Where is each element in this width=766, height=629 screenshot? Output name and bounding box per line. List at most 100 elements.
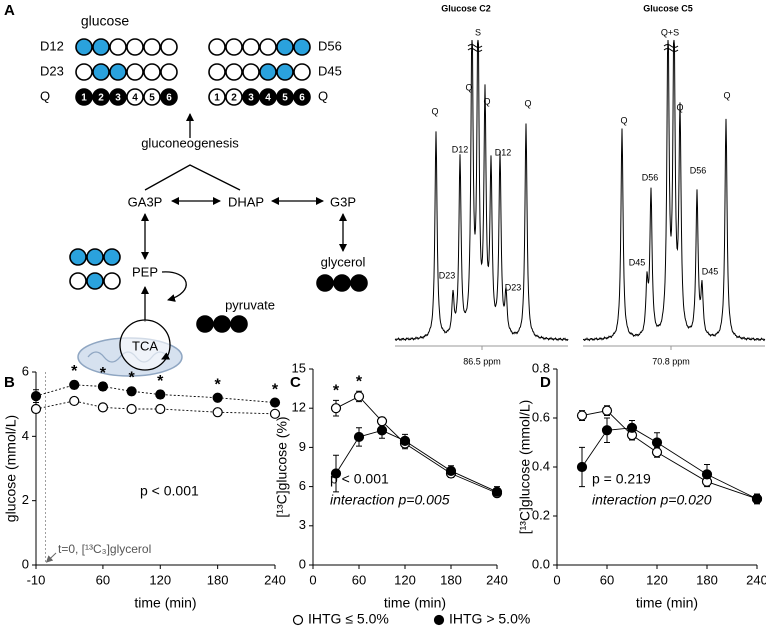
peak-label: Q	[483, 96, 490, 106]
legend-marker	[433, 614, 445, 626]
carbon	[75, 63, 93, 81]
carbon	[242, 38, 260, 56]
carbon	[92, 88, 110, 106]
carbon	[160, 63, 178, 81]
carbon	[259, 88, 277, 106]
carbon	[126, 88, 144, 106]
carbon	[109, 63, 127, 81]
carbon	[213, 315, 231, 333]
isotopomer-label: Q	[40, 88, 50, 103]
peak-label: Q	[620, 115, 627, 125]
carbon-number: 6	[299, 93, 305, 104]
carbon	[160, 88, 178, 106]
carbon	[69, 272, 87, 290]
significance-star: *	[333, 383, 340, 400]
y-tick-label: 6	[22, 363, 29, 378]
carbon	[225, 88, 243, 106]
annotation: p < 0.001	[140, 483, 199, 499]
x-tick-label: 0	[553, 572, 560, 587]
y-tick-label: 4	[22, 428, 29, 443]
isotopomer-label: D12	[40, 38, 64, 53]
x-tick-label: 120	[646, 572, 668, 587]
carbon	[86, 272, 104, 290]
x-axis-title: time (min)	[134, 595, 196, 611]
data-point	[97, 381, 109, 392]
metabolite: DHAP	[228, 194, 264, 209]
annotation: interaction p=0.020	[592, 492, 712, 508]
x-tick-label: 180	[696, 572, 718, 587]
carbon	[69, 248, 87, 266]
significance-star: *	[272, 382, 279, 399]
peak-label: D45	[702, 266, 719, 276]
ppm-label: 70.8 ppm	[652, 356, 690, 366]
isotopomer-label: D56	[318, 38, 342, 53]
time-zero-arrow	[45, 552, 57, 563]
x-tick-label: 120	[149, 572, 171, 587]
y-tick-label: 0.4	[532, 458, 550, 473]
carbon	[293, 38, 311, 56]
carbon	[126, 63, 144, 81]
data-point	[651, 447, 663, 458]
spectrum	[394, 39, 569, 342]
spectrum-axes	[395, 345, 765, 350]
y-tick-label: 6	[299, 478, 306, 493]
carbon-number: 3	[248, 93, 254, 104]
data-point	[626, 422, 638, 433]
metabolite: PEP	[132, 264, 158, 279]
annotation: p < 0.001	[330, 471, 389, 487]
data-point	[601, 425, 613, 436]
metabolite: GA3P	[128, 194, 163, 209]
time-zero-label: t=0, [¹³C₃]glycerol	[58, 542, 151, 556]
x-tick-label: 240	[746, 572, 766, 587]
ppm-label: 86.5 ppm	[463, 356, 501, 366]
carbon	[259, 38, 277, 56]
data-point	[212, 392, 223, 403]
carbon-number: 2	[231, 93, 237, 104]
peak-label: Q	[723, 90, 730, 100]
carbon	[316, 274, 334, 292]
carbon	[208, 63, 226, 81]
carbon	[276, 63, 294, 81]
carbon	[276, 88, 294, 106]
carbon	[160, 38, 178, 56]
significance-star: *	[128, 370, 135, 387]
y-tick-label: 0	[22, 556, 29, 571]
data-point	[69, 395, 80, 407]
axis-break	[467, 44, 483, 52]
y-tick-label: 3	[299, 517, 306, 532]
pathway-arrows	[141, 113, 347, 322]
data-point	[701, 469, 713, 480]
data-point	[399, 435, 411, 446]
metabolite: pyruvate	[225, 297, 275, 312]
legend-marker	[292, 614, 304, 626]
panel-label: D	[540, 374, 551, 391]
series-line	[335, 429, 498, 493]
axis-break	[663, 44, 679, 52]
carbon-number: 3	[115, 93, 121, 104]
metabolite: glycerol	[321, 254, 366, 269]
carbon	[242, 63, 260, 81]
significance-star: *	[356, 373, 363, 390]
annotation: interaction p=0.005	[330, 492, 450, 508]
y-tick-label: 0	[299, 556, 306, 571]
x-tick-label: 180	[207, 572, 229, 587]
x-tick-label: 60	[600, 572, 614, 587]
isotopomer-label: D45	[318, 63, 342, 78]
carbon	[103, 272, 121, 290]
peak-label: Q	[465, 82, 472, 92]
carbon	[92, 63, 110, 81]
peak-label: Q+S	[661, 27, 679, 37]
data-point	[576, 410, 588, 421]
significance-star: *	[100, 365, 107, 382]
data-point	[269, 408, 281, 419]
y-axis-title: [¹³C]glucose (mmol/L)	[517, 400, 533, 535]
data-point	[126, 403, 137, 415]
carbon	[333, 274, 351, 292]
y-tick-label: 0.6	[532, 409, 550, 424]
carbon	[109, 88, 127, 106]
data-point	[69, 379, 80, 390]
metabolite: TCA	[132, 338, 158, 353]
y-tick-label: 12	[292, 400, 306, 415]
